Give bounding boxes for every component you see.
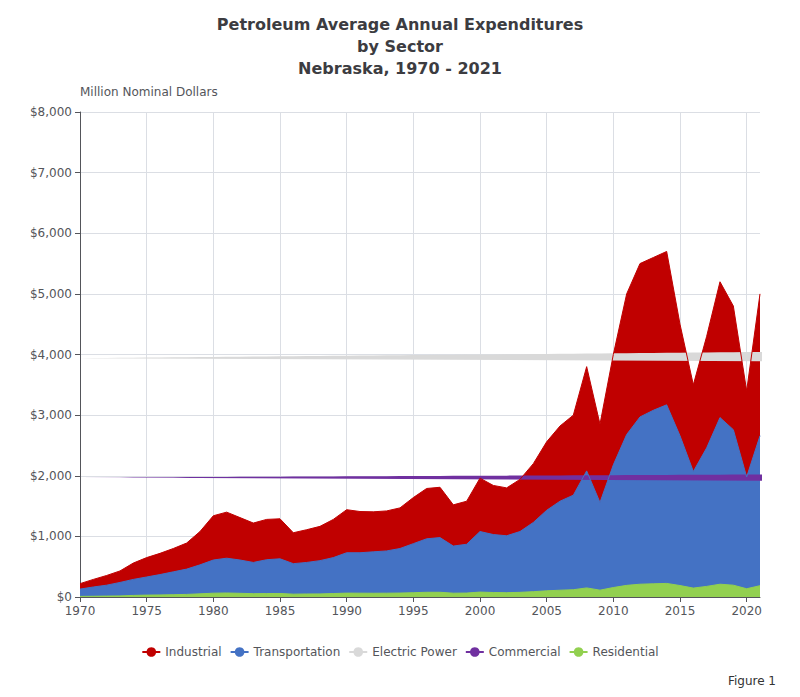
svg-text:Industrial: Industrial	[165, 645, 221, 659]
svg-text:$4,000: $4,000	[30, 348, 72, 362]
svg-text:$6,000: $6,000	[30, 226, 72, 240]
svg-text:Commercial: Commercial	[489, 645, 561, 659]
svg-text:Million Nominal Dollars: Million Nominal Dollars	[80, 85, 218, 99]
svg-text:Electric Power: Electric Power	[372, 645, 457, 659]
svg-text:$0: $0	[57, 590, 72, 604]
svg-text:$8,000: $8,000	[30, 105, 72, 119]
svg-text:Transportation: Transportation	[253, 645, 341, 659]
svg-text:2010: 2010	[598, 604, 629, 618]
svg-text:Nebraska, 1970 - 2021: Nebraska, 1970 - 2021	[298, 59, 502, 78]
svg-text:$3,000: $3,000	[30, 408, 72, 422]
svg-text:$5,000: $5,000	[30, 287, 72, 301]
svg-text:1995: 1995	[398, 604, 429, 618]
svg-text:Residential: Residential	[593, 645, 659, 659]
svg-text:by Sector: by Sector	[357, 37, 443, 56]
svg-text:1970: 1970	[65, 604, 96, 618]
svg-text:$7,000: $7,000	[30, 166, 72, 180]
svg-text:2005: 2005	[531, 604, 562, 618]
svg-text:2020: 2020	[731, 604, 762, 618]
svg-text:$1,000: $1,000	[30, 529, 72, 543]
svg-text:1990: 1990	[331, 604, 362, 618]
svg-text:$2,000: $2,000	[30, 469, 72, 483]
svg-text:2015: 2015	[665, 604, 696, 618]
svg-text:1985: 1985	[265, 604, 296, 618]
svg-text:1980: 1980	[198, 604, 229, 618]
svg-text:Petroleum Average Annual Expen: Petroleum Average Annual Expenditures	[217, 15, 583, 34]
svg-text:1975: 1975	[131, 604, 162, 618]
svg-text:2000: 2000	[465, 604, 496, 618]
svg-text:Figure 1: Figure 1	[728, 674, 776, 688]
